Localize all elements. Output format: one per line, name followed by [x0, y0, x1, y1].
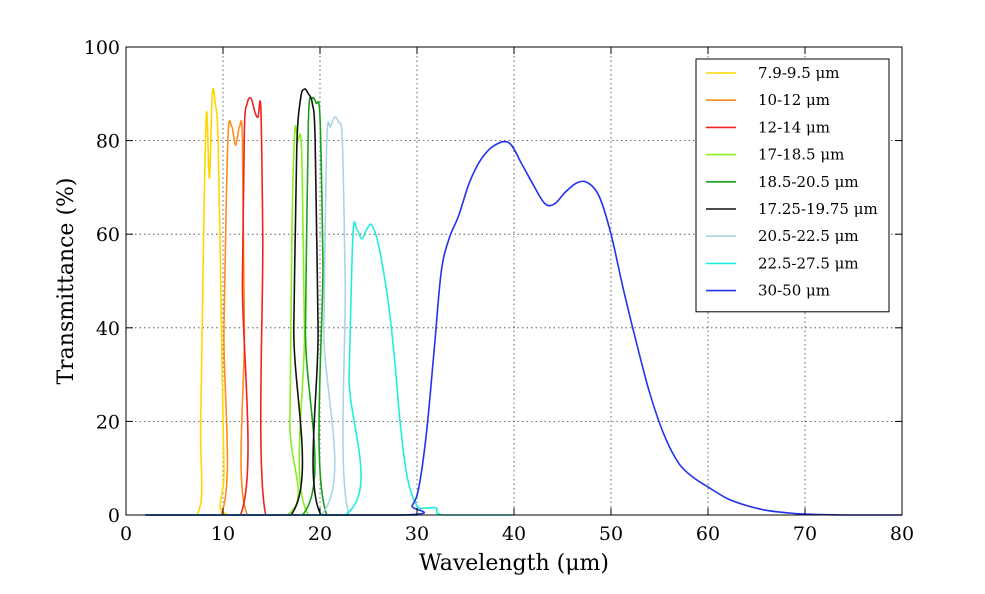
x-tick-label: 30 [405, 523, 429, 545]
series-line-2 [145, 119, 320, 516]
legend-label: 20.5-22.5 μm [758, 227, 859, 245]
y-tick-label: 80 [96, 131, 120, 153]
grid [126, 47, 902, 515]
series-group [145, 88, 902, 516]
series-line-5 [145, 96, 417, 516]
series-line-3 [145, 96, 320, 516]
x-tick-label: 20 [308, 523, 332, 545]
y-tick-label: 0 [108, 505, 120, 527]
legend-label: 7.9-9.5 μm [758, 64, 840, 82]
legend-label: 12-14 μm [758, 118, 830, 136]
series-line-1 [145, 88, 320, 516]
y-tick-label: 40 [96, 318, 120, 340]
x-tick-label: 10 [211, 523, 235, 545]
series-line-6 [145, 88, 417, 516]
legend-label: 22.5-27.5 μm [758, 254, 859, 272]
legend-label: 10-12 μm [758, 91, 830, 109]
x-tick-label: 0 [120, 523, 132, 545]
x-tick-label: 60 [696, 523, 720, 545]
x-tick-label: 80 [890, 523, 914, 545]
y-tick-label: 100 [84, 37, 120, 59]
legend: 7.9-9.5 μm 10-12 μm 12-14 μm 17-18.5 μm 18.5… [695, 58, 890, 313]
x-tick-label: 70 [793, 523, 817, 545]
legend-box [695, 58, 890, 313]
x-tick-label: 40 [502, 523, 526, 545]
series-line-9 [145, 140, 902, 516]
legend-label: 17-18.5 μm [758, 146, 844, 164]
legend-label: 18.5-20.5 μm [758, 173, 859, 191]
series-line-8 [145, 221, 514, 516]
x-tick-label: 50 [599, 523, 623, 545]
x-axis-label: Wavelength (μm) [419, 551, 609, 576]
axis-ticks: 0 10 20 30 40 50 60 70 80 0 20 40 60 80 100 [84, 37, 914, 545]
y-tick-label: 20 [96, 411, 120, 433]
y-axis-label: Transmittance (%) [54, 177, 79, 384]
legend-label: 30-50 μm [758, 282, 830, 300]
legend-label: 17.25-19.75 μm [758, 200, 878, 218]
series-line-7 [145, 116, 417, 516]
series-line-4 [145, 124, 417, 516]
y-tick-label: 60 [96, 224, 120, 246]
